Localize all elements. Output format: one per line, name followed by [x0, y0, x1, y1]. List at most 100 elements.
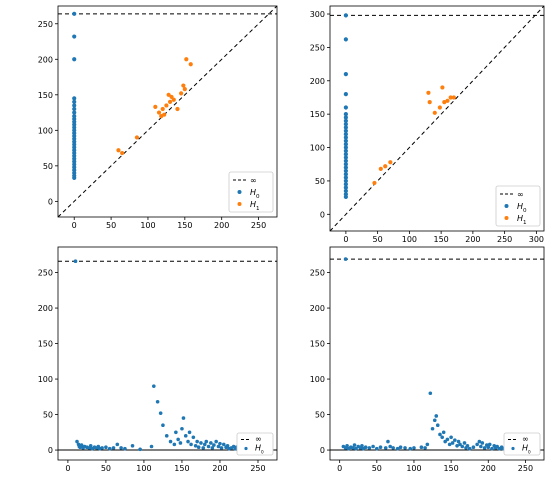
data-point [343, 13, 348, 18]
data-point [363, 445, 368, 450]
y-tick-label: 0 [320, 210, 325, 219]
data-point [160, 106, 165, 112]
data-point [221, 442, 226, 447]
data-point [343, 188, 348, 194]
data-point [162, 112, 167, 117]
data-point [371, 444, 375, 449]
data-point [458, 442, 462, 447]
data-point [155, 399, 160, 404]
series-h0 [72, 11, 77, 181]
data-point [88, 444, 93, 448]
data-point [166, 92, 171, 97]
data-point [451, 95, 456, 100]
x-tick-label: 50 [372, 464, 382, 473]
data-point [72, 110, 77, 115]
axes-frame [57, 5, 278, 218]
legend: ∞H0 [236, 432, 274, 456]
data-point [495, 444, 499, 449]
x-tick-label: 100 [402, 235, 417, 244]
y-tick-label: 150 [38, 340, 53, 349]
data-point [408, 446, 413, 451]
data-point [375, 446, 379, 451]
data-point [383, 164, 388, 169]
data-point [432, 418, 437, 423]
data-point [167, 99, 173, 105]
data-point [343, 122, 348, 127]
y-tick-label: 300 [310, 10, 325, 19]
data-point [72, 99, 77, 105]
chart-panel-b: 0 50 100 150 200 250 0 50 100 150 200 250 ∞H0 [38, 246, 278, 473]
x-tick-label: 250 [250, 464, 265, 473]
legend-marker [244, 446, 248, 451]
data-point [475, 442, 479, 447]
data-point [465, 444, 470, 448]
data-point [345, 444, 349, 448]
data-point [367, 446, 372, 450]
y-tick-label: 200 [310, 304, 325, 313]
data-point [378, 445, 383, 450]
legend-box [228, 171, 274, 213]
axes-frame [329, 5, 545, 232]
data-point [174, 430, 178, 435]
data-point [438, 432, 442, 437]
data-point [134, 135, 139, 140]
data-point [187, 430, 192, 435]
plot-area [330, 6, 544, 231]
y-tick-label: 150 [38, 91, 53, 100]
data-point [189, 442, 193, 447]
data-point [398, 445, 403, 450]
data-point [412, 446, 416, 450]
data-point [152, 384, 156, 388]
data-point [149, 444, 154, 449]
x-tick-label: 150 [433, 235, 448, 244]
data-point [179, 91, 184, 96]
data-point [343, 92, 348, 97]
data-point [343, 194, 348, 200]
data-point [195, 439, 199, 444]
data-point [486, 445, 491, 450]
x-tick-label: 250 [251, 221, 266, 230]
legend-marker [237, 202, 242, 206]
data-point [168, 439, 173, 444]
data-point [427, 100, 432, 105]
data-point [199, 441, 203, 445]
y-tick-label: 250 [310, 269, 325, 278]
x-tick-label: 150 [177, 221, 192, 230]
x-tick-label: 250 [518, 464, 533, 473]
y-tick-label: 200 [38, 304, 53, 313]
x-tick-label: 0 [65, 464, 70, 473]
data-point [169, 94, 174, 100]
y-tick-label: 200 [310, 77, 325, 86]
data-point [178, 441, 183, 445]
data-point [479, 444, 483, 449]
data-point [372, 180, 377, 186]
legend-label: H0 [255, 444, 264, 455]
data-point [343, 112, 348, 117]
data-point [343, 257, 348, 261]
data-point [343, 185, 348, 190]
x-tick-label: 50 [101, 464, 111, 473]
data-point [430, 426, 435, 431]
data-point [460, 444, 465, 449]
series-h1 [116, 57, 193, 156]
data-point [343, 135, 348, 140]
data-point [343, 168, 348, 174]
data-point [188, 62, 193, 67]
data-point [343, 118, 348, 123]
legend-label: ∞ [522, 435, 529, 444]
data-point [482, 446, 487, 450]
data-point [419, 445, 424, 450]
data-point [72, 34, 77, 39]
data-point [343, 182, 348, 187]
x-tick-label: 200 [214, 221, 229, 230]
legend-marker [504, 204, 509, 208]
data-point [219, 446, 224, 450]
x-tick-label: 0 [343, 235, 348, 244]
y-tick-label: 250 [38, 269, 53, 278]
data-point [130, 444, 135, 448]
data-point [186, 439, 190, 444]
data-point [183, 434, 188, 438]
data-point [193, 444, 198, 448]
data-point [164, 103, 169, 108]
